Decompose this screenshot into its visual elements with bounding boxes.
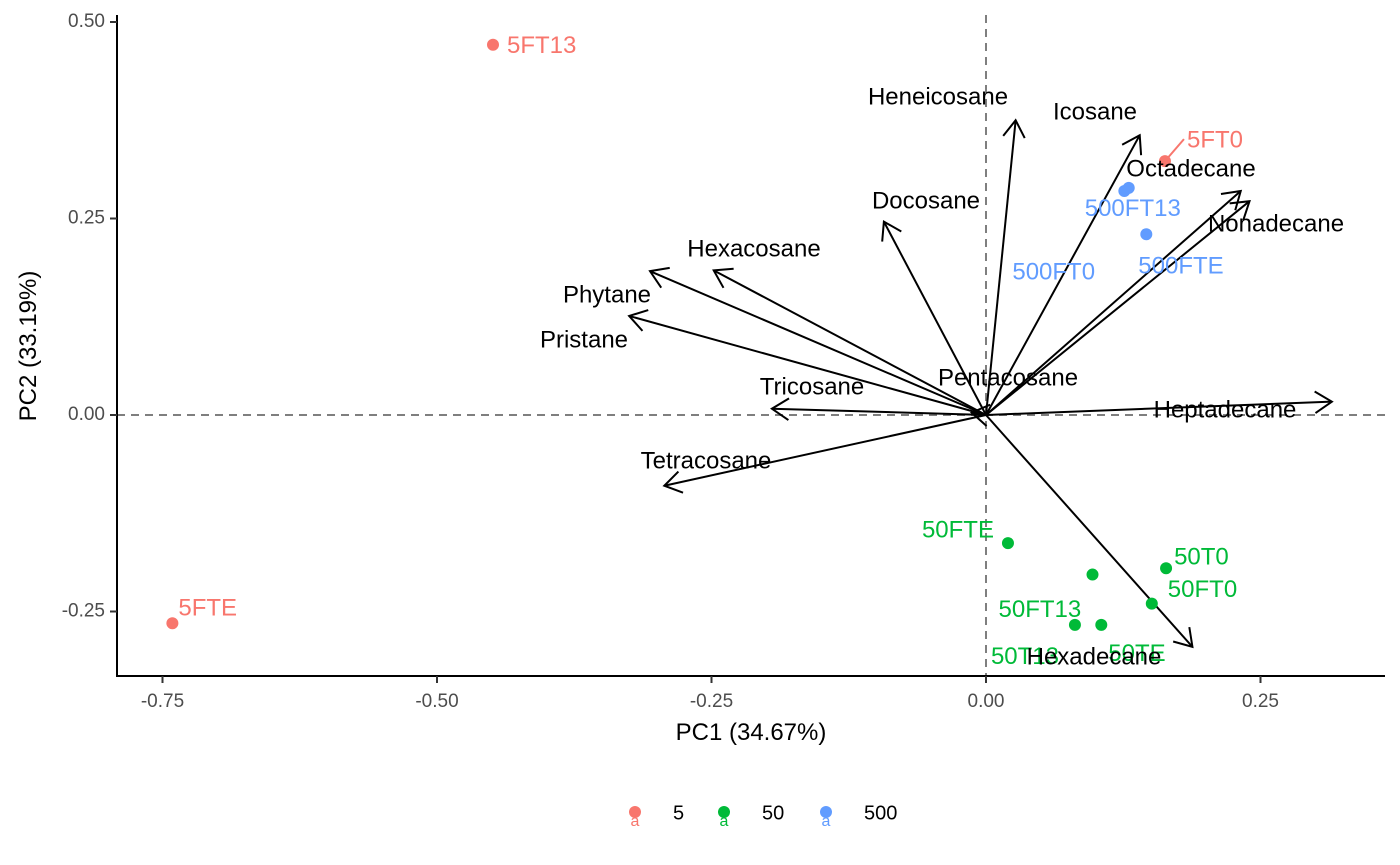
- x-tick-label: 0.00: [968, 691, 1005, 712]
- point-label-50ft0: 50FT0: [1168, 576, 1237, 603]
- legend: a 5 a 50 a 500: [629, 802, 897, 830]
- point-label-5ft0: 5FT0: [1187, 126, 1243, 153]
- loading-arrow-tricosane: [770, 397, 987, 421]
- y-tick-label: 0.50: [68, 11, 105, 32]
- loading-label-heneicosane: Heneicosane: [868, 83, 1008, 110]
- point-label-50ft13: 50FT13: [999, 596, 1082, 623]
- axes: -0.75 -0.50 -0.25 0.00 0.25 -0.25 0.00 0.25 0.50: [62, 11, 1385, 712]
- legend-label: 50: [762, 802, 784, 824]
- x-tick-label: -0.75: [141, 691, 184, 712]
- legend-key-letter: a: [822, 813, 831, 830]
- point-50fte: [1001, 537, 1014, 550]
- point-label-50t13: 50T13: [991, 643, 1059, 670]
- loading-arrow-heptadecane: [985, 390, 1334, 416]
- loading-arrow-nonadecane: [985, 200, 1251, 416]
- legend-key-letter: a: [720, 813, 729, 830]
- loading-arrow-tetracosane: [662, 414, 987, 494]
- loading-label-pentacosane: Pentacosane: [938, 364, 1078, 391]
- loading-label-hexacosane: Hexacosane: [687, 235, 820, 262]
- point-50ft0: [1145, 597, 1158, 610]
- legend-key-letter: a: [631, 813, 640, 830]
- loading-arrow-octadecane: [985, 189, 1243, 416]
- y-tick-label: 0.00: [68, 404, 105, 425]
- loading-arrow-icosane: [985, 133, 1143, 416]
- point-50ft13: [1086, 568, 1099, 581]
- y-tick-label: -0.25: [62, 601, 105, 622]
- loading-label-docosane: Docosane: [872, 187, 980, 214]
- loading-arrow-hexacosane: [712, 267, 987, 416]
- x-tick-label: 0.25: [1242, 691, 1279, 712]
- reference-lines: [117, 15, 1385, 676]
- point-50t13: [1068, 618, 1081, 631]
- y-axis-title: PC2 (33.19%): [15, 271, 42, 422]
- loading-label-icosane: Icosane: [1053, 98, 1137, 125]
- point-label-500ft0: 500FT0: [1012, 258, 1095, 285]
- legend-label: 500: [864, 802, 897, 824]
- loading-arrow-heneicosane: [985, 118, 1026, 416]
- point-label-50te: 50TE: [1108, 640, 1165, 667]
- score-point-labels: 5FT13 5FT0 5FTE 500FT13 500FT0 500FTE 50FTE 50T…: [178, 32, 1243, 670]
- x-tick-label: -0.25: [690, 691, 733, 712]
- point-5ft13: [486, 38, 499, 51]
- point-label-50fte: 50FTE: [922, 516, 994, 543]
- x-axis-title: PC1 (34.67%): [676, 719, 827, 746]
- point-label-500ft13: 500FT13: [1085, 195, 1181, 222]
- loading-label-pristane: Pristane: [540, 326, 628, 353]
- point-label-50t0: 50T0: [1174, 544, 1229, 571]
- legend-item-500: a 500: [820, 802, 897, 830]
- point-500ft0: [1118, 184, 1131, 197]
- legend-key-point: [629, 806, 641, 818]
- point-500fte: [1140, 228, 1153, 241]
- point-label-5ft13: 5FT13: [507, 32, 576, 59]
- loading-labels: Heneicosane Icosane Octadecane Nonadecane Do…: [540, 83, 1344, 670]
- y-tick-label: 0.25: [68, 208, 105, 229]
- legend-key-point: [718, 806, 730, 818]
- loading-label-nonadecane: Nonadecane: [1208, 210, 1344, 237]
- loading-label-hexadecane: Hexadecane: [1027, 643, 1162, 670]
- score-points: [166, 38, 1173, 631]
- loading-label-phytane: Phytane: [563, 281, 651, 308]
- loading-arrow-phytane: [648, 266, 987, 416]
- point-label-5fte: 5FTE: [178, 595, 237, 622]
- legend-label: 5: [673, 802, 684, 824]
- x-tick-label: -0.50: [415, 691, 458, 712]
- loading-arrows: [627, 118, 1334, 649]
- point-50te: [1095, 618, 1108, 631]
- loading-label-heptadecane: Heptadecane: [1154, 396, 1297, 423]
- legend-key-point: [820, 806, 832, 818]
- point-5fte: [166, 617, 179, 630]
- point-50t0: [1160, 562, 1173, 575]
- loading-label-octadecane: Octadecane: [1126, 155, 1255, 182]
- loading-label-tetracosane: Tetracosane: [641, 447, 772, 474]
- loading-label-tricosane: Tricosane: [760, 373, 864, 400]
- loading-arrow-docosane: [881, 220, 987, 416]
- point-label-500fte: 500FTE: [1138, 253, 1223, 280]
- legend-item-50: a 50: [718, 802, 784, 830]
- loading-arrow-hexadecane: [985, 414, 1194, 649]
- loading-arrow-pristane: [627, 309, 987, 416]
- point-label-connector-5ft0: [1164, 138, 1185, 162]
